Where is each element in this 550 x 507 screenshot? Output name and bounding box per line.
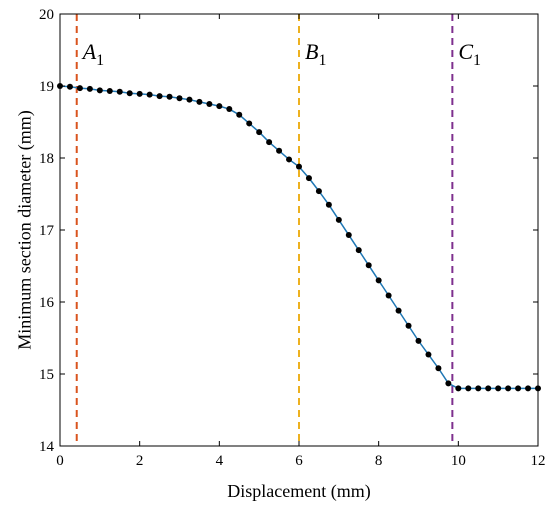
data-point [435, 365, 442, 372]
x-tick-label: 2 [136, 453, 144, 469]
x-tick-label: 10 [451, 453, 466, 469]
marker-lines [75, 14, 454, 446]
marker-labels: A1 B1 C1 [81, 39, 481, 69]
data-point [216, 103, 223, 110]
data-point [365, 262, 372, 269]
x-tick-label: 8 [375, 453, 383, 469]
y-tick-label: 18 [39, 151, 54, 167]
data-point [116, 88, 123, 95]
x-tick-label: 0 [56, 453, 64, 469]
data-point [405, 322, 412, 329]
data-point [345, 232, 352, 239]
data-point [186, 96, 193, 103]
y-tick-label: 20 [39, 7, 54, 23]
data-point [395, 307, 402, 314]
data-point [266, 139, 273, 146]
data-point [236, 111, 243, 118]
marker-label-c: C1 [458, 39, 481, 69]
marker-label-b: B1 [305, 39, 326, 69]
data-point [475, 385, 482, 392]
marker-subscript: 1 [96, 52, 104, 69]
data-point [355, 247, 362, 254]
data-point [256, 129, 263, 136]
x-tick-label: 12 [531, 453, 546, 469]
x-tick-label: 6 [295, 453, 303, 469]
data-point [455, 385, 462, 392]
y-tick-label: 19 [39, 79, 54, 95]
data-point [76, 85, 83, 92]
data-point [465, 385, 472, 392]
data-point [296, 163, 302, 170]
data-point [485, 385, 492, 392]
data-point [425, 351, 432, 358]
data-point [505, 385, 512, 392]
data-point [305, 175, 312, 182]
data-point [525, 385, 532, 392]
data-point [226, 106, 233, 113]
data-point [146, 91, 153, 98]
marker-letter: A [81, 39, 97, 64]
marker-letter: B [305, 39, 318, 64]
y-axis-label: Minimum section diameter (mm) [14, 110, 35, 349]
x-tick-label: 4 [216, 453, 224, 469]
data-point [246, 120, 253, 127]
data-point [66, 83, 73, 90]
marker-label-a: A1 [81, 39, 104, 69]
data-point [206, 101, 213, 107]
data-point [166, 93, 173, 100]
data-point [96, 87, 103, 94]
data-point [335, 216, 342, 223]
y-tick-label: 14 [39, 439, 55, 455]
data-point [196, 98, 203, 105]
data-point [415, 337, 422, 344]
data-point [136, 90, 143, 97]
data-point [106, 88, 113, 95]
data-point [445, 380, 452, 387]
data-point [286, 156, 293, 163]
data-point [126, 90, 133, 97]
y-tick-label: 15 [39, 367, 54, 383]
axis-ticks: 0 2 4 6 8 10 12 14 15 16 17 18 19 20 [39, 7, 546, 469]
data-point [315, 188, 322, 195]
data-point [515, 385, 522, 392]
data-point [325, 201, 332, 208]
marker-letter: C [458, 39, 473, 64]
data-point [385, 292, 392, 299]
data-point [156, 93, 163, 100]
x-axis-label: Displacement (mm) [227, 481, 370, 502]
data-point [86, 85, 93, 92]
plot-data [57, 83, 541, 392]
data-point [495, 385, 502, 392]
data-point [276, 147, 283, 154]
marker-subscript: 1 [318, 52, 326, 69]
y-tick-label: 17 [39, 223, 55, 239]
data-point [176, 95, 183, 102]
data-point [375, 277, 382, 284]
y-tick-label: 16 [39, 295, 55, 311]
marker-subscript: 1 [473, 52, 481, 69]
